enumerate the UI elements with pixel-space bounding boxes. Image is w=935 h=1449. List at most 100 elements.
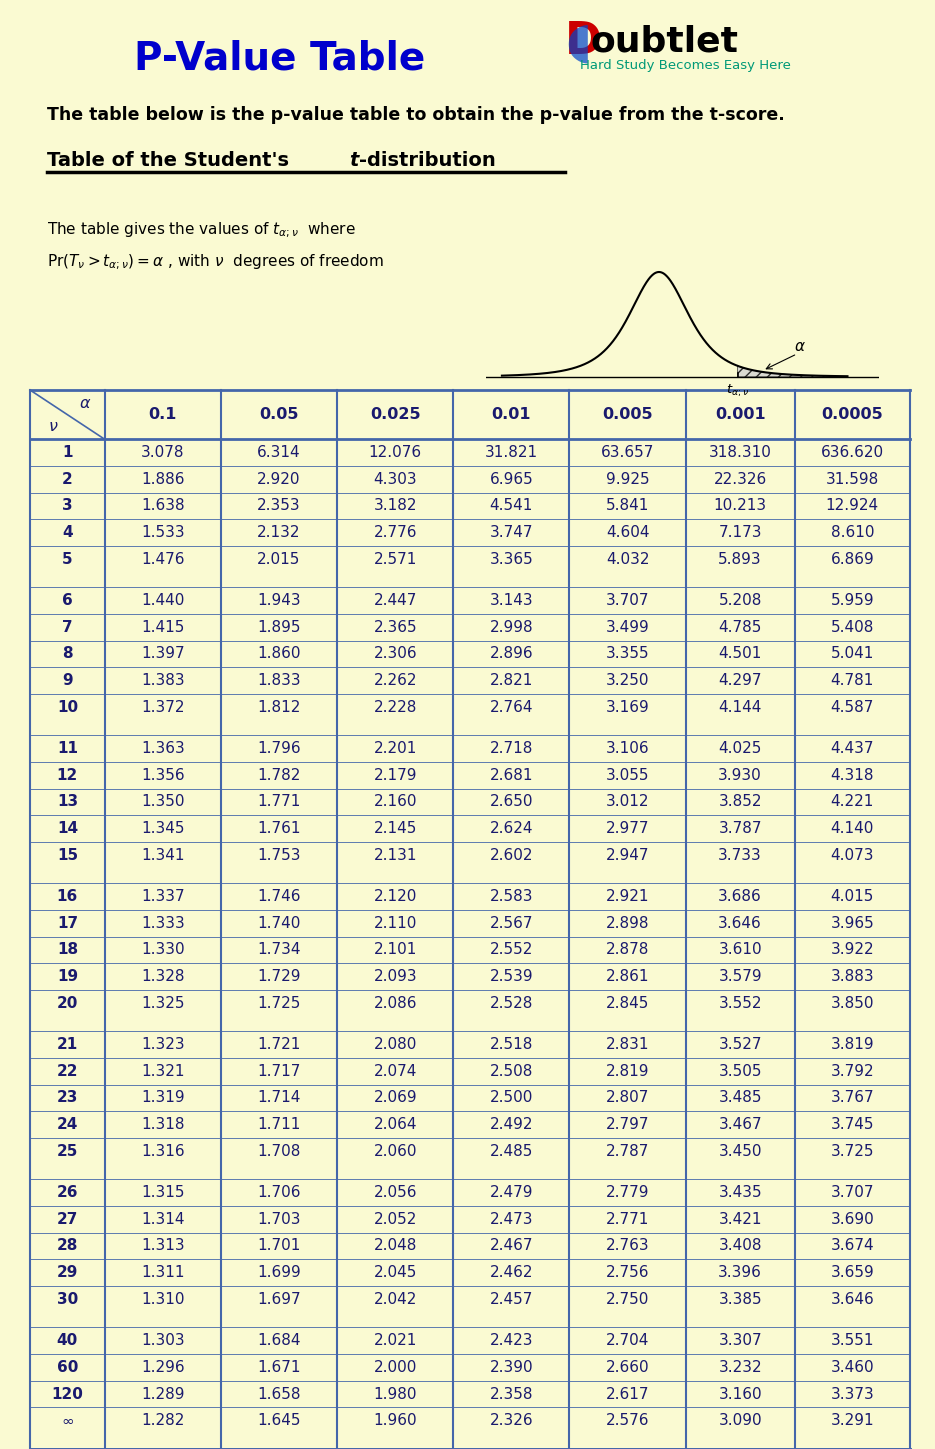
Text: 2.365: 2.365 xyxy=(373,620,417,635)
Text: 3.355: 3.355 xyxy=(606,646,649,662)
Text: 3.850: 3.850 xyxy=(830,995,874,1011)
Text: 5.208: 5.208 xyxy=(718,593,762,609)
Text: 2.681: 2.681 xyxy=(490,768,533,782)
Text: 6: 6 xyxy=(62,593,73,609)
Text: 2.485: 2.485 xyxy=(490,1143,533,1159)
Text: 0.01: 0.01 xyxy=(492,407,531,422)
Text: 1.330: 1.330 xyxy=(141,942,185,958)
Text: 3.055: 3.055 xyxy=(606,768,649,782)
Text: 1.671: 1.671 xyxy=(257,1359,301,1375)
Text: 3.787: 3.787 xyxy=(718,822,762,836)
Text: 2.920: 2.920 xyxy=(257,472,301,487)
Text: 3.674: 3.674 xyxy=(830,1239,874,1253)
Text: 3.106: 3.106 xyxy=(606,742,649,756)
Text: 6.314: 6.314 xyxy=(257,445,301,461)
Text: 3.707: 3.707 xyxy=(606,593,649,609)
Text: 3.965: 3.965 xyxy=(830,916,874,930)
Text: 3.930: 3.930 xyxy=(718,768,762,782)
Text: 2.064: 2.064 xyxy=(373,1117,417,1132)
Text: 6.965: 6.965 xyxy=(490,472,533,487)
Text: 3.291: 3.291 xyxy=(830,1413,874,1429)
Text: 2.977: 2.977 xyxy=(606,822,649,836)
Text: The table below is the p-value table to obtain the p-value from the t-score.: The table below is the p-value table to … xyxy=(47,106,784,125)
Text: 1.325: 1.325 xyxy=(141,995,184,1011)
Text: 2.060: 2.060 xyxy=(373,1143,417,1159)
Text: 27: 27 xyxy=(57,1211,79,1227)
Text: 0.025: 0.025 xyxy=(370,407,421,422)
Text: 8.610: 8.610 xyxy=(830,525,874,540)
Text: 2.045: 2.045 xyxy=(373,1265,417,1279)
Text: 12.924: 12.924 xyxy=(826,498,879,513)
Text: 3.883: 3.883 xyxy=(830,969,874,984)
Text: 2.042: 2.042 xyxy=(373,1293,417,1307)
Text: 1.980: 1.980 xyxy=(373,1387,417,1401)
Text: 3.012: 3.012 xyxy=(606,794,649,810)
Text: 19: 19 xyxy=(57,969,78,984)
Text: 20: 20 xyxy=(57,995,79,1011)
Text: 1.729: 1.729 xyxy=(257,969,301,984)
Text: 2.878: 2.878 xyxy=(606,942,649,958)
Text: 2.764: 2.764 xyxy=(490,700,533,714)
Text: 2.160: 2.160 xyxy=(373,794,417,810)
Text: 2.756: 2.756 xyxy=(606,1265,649,1279)
Text: 2.179: 2.179 xyxy=(373,768,417,782)
Text: 2.228: 2.228 xyxy=(373,700,417,714)
Text: 1.703: 1.703 xyxy=(257,1211,301,1227)
Text: D: D xyxy=(565,20,602,64)
Text: 21: 21 xyxy=(57,1037,78,1052)
Text: 1.372: 1.372 xyxy=(141,700,184,714)
Text: 3.169: 3.169 xyxy=(606,700,650,714)
Text: 2.998: 2.998 xyxy=(490,620,533,635)
Text: 2.000: 2.000 xyxy=(373,1359,417,1375)
Text: 63.657: 63.657 xyxy=(601,445,654,461)
Text: 1.697: 1.697 xyxy=(257,1293,301,1307)
Text: 31.821: 31.821 xyxy=(485,445,538,461)
Text: 2.779: 2.779 xyxy=(606,1185,649,1200)
Text: 2.201: 2.201 xyxy=(373,742,417,756)
Text: 1.440: 1.440 xyxy=(141,593,184,609)
Text: 2.807: 2.807 xyxy=(606,1091,649,1106)
Text: 26: 26 xyxy=(57,1185,79,1200)
Text: 5.041: 5.041 xyxy=(830,646,874,662)
Text: 3.767: 3.767 xyxy=(830,1091,874,1106)
Text: 3.460: 3.460 xyxy=(830,1359,874,1375)
Text: 2.052: 2.052 xyxy=(373,1211,417,1227)
Text: 1.476: 1.476 xyxy=(141,552,184,567)
Text: $\alpha$: $\alpha$ xyxy=(795,339,806,354)
Text: 22: 22 xyxy=(57,1064,79,1080)
Text: 1.796: 1.796 xyxy=(257,742,301,756)
Text: 3.499: 3.499 xyxy=(606,620,650,635)
Text: 15: 15 xyxy=(57,848,78,862)
Text: 3.090: 3.090 xyxy=(718,1413,762,1429)
Text: 29: 29 xyxy=(57,1265,79,1279)
Text: 2.101: 2.101 xyxy=(373,942,417,958)
Text: 3.819: 3.819 xyxy=(830,1037,874,1052)
Text: 3.485: 3.485 xyxy=(718,1091,762,1106)
Text: 120: 120 xyxy=(51,1387,83,1401)
Text: 2.921: 2.921 xyxy=(606,890,649,904)
Text: 2.015: 2.015 xyxy=(257,552,301,567)
Text: 12: 12 xyxy=(57,768,78,782)
Text: 2.326: 2.326 xyxy=(490,1413,533,1429)
Text: 1.943: 1.943 xyxy=(257,593,301,609)
Text: 2.787: 2.787 xyxy=(606,1143,649,1159)
Text: 3.579: 3.579 xyxy=(718,969,762,984)
Text: 1.701: 1.701 xyxy=(257,1239,301,1253)
Text: 40: 40 xyxy=(57,1333,78,1348)
Text: 1.746: 1.746 xyxy=(257,890,301,904)
Text: 60: 60 xyxy=(57,1359,79,1375)
Text: 1.321: 1.321 xyxy=(141,1064,184,1080)
Text: 4.318: 4.318 xyxy=(830,768,874,782)
Text: 4.785: 4.785 xyxy=(718,620,762,635)
Text: 1.699: 1.699 xyxy=(257,1265,301,1279)
Text: 5.408: 5.408 xyxy=(830,620,874,635)
Text: 1.289: 1.289 xyxy=(141,1387,184,1401)
Text: 3.745: 3.745 xyxy=(830,1117,874,1132)
Text: 2.353: 2.353 xyxy=(257,498,301,513)
Text: 3.690: 3.690 xyxy=(830,1211,874,1227)
Text: 2.492: 2.492 xyxy=(490,1117,533,1132)
Text: ◖: ◖ xyxy=(565,17,591,67)
Text: 10.213: 10.213 xyxy=(713,498,767,513)
Text: $\mathrm{Pr}(T_{\nu} > t_{\alpha;\nu}) = \alpha$ , with $\nu$  degrees of freedo: $\mathrm{Pr}(T_{\nu} > t_{\alpha;\nu}) =… xyxy=(47,252,383,271)
Text: 0.05: 0.05 xyxy=(259,407,299,422)
